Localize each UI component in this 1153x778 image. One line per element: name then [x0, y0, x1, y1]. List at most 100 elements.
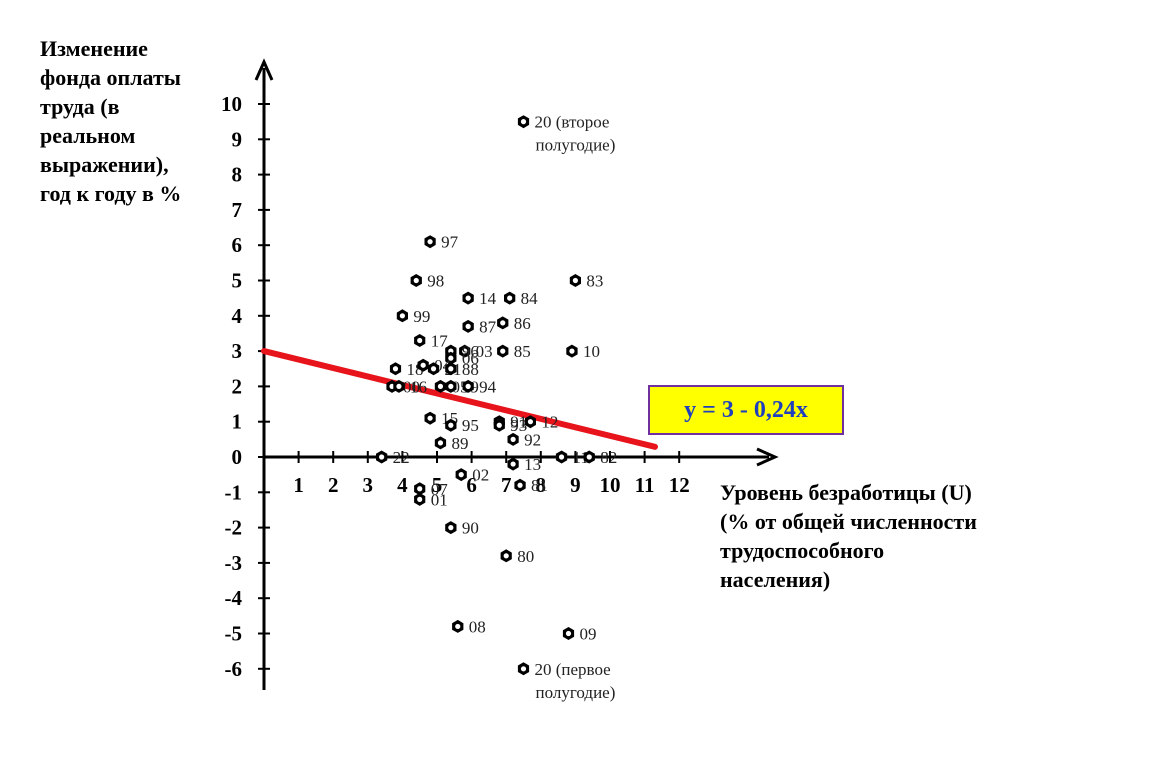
y-axis-title-line: год к году в % [40, 181, 182, 206]
data-point-label: 98 [427, 272, 444, 291]
data-point-label: 13 [524, 455, 541, 474]
data-point-label: 91 [510, 413, 527, 432]
data-point-hole [462, 348, 468, 354]
y-tick-label: 7 [232, 198, 243, 222]
data-point-hole [448, 348, 454, 354]
data-point-label: 92 [524, 430, 541, 449]
y-tick-label: -3 [225, 551, 243, 575]
y-axis-arrow [254, 58, 274, 81]
data-point-hole [527, 419, 534, 425]
x-axis-title: Уровень безработицы (U) (% от общей числ… [720, 478, 1060, 594]
data-point-hole [427, 415, 433, 421]
data-point-label: 01 [431, 490, 448, 509]
y-axis-title-line: труда (в [40, 94, 120, 119]
data-point-hole [507, 295, 513, 301]
data-point-hole [572, 277, 579, 284]
y-tick-label: 0 [232, 445, 243, 469]
data-point-label: 20 (первое [535, 660, 611, 679]
data-point-hole [420, 362, 426, 368]
data-point-label-cont: полугодие) [536, 136, 616, 155]
data-point-label: 90 [462, 519, 479, 538]
y-tick-label: 1 [232, 410, 243, 434]
x-axis-arrow [756, 447, 779, 467]
data-point-label: 85 [514, 342, 531, 361]
y-tick-label: 10 [221, 92, 242, 116]
data-point-hole [427, 239, 433, 245]
y-tick-label: 4 [232, 304, 243, 328]
data-point-hole [569, 348, 575, 354]
data-point-label: 96 [462, 342, 479, 361]
y-tick-label: 3 [232, 339, 243, 363]
data-point-label: 07 [431, 480, 449, 499]
data-point-label: 84 [521, 289, 539, 308]
data-point-label: 95 [462, 416, 479, 435]
data-point-hole [430, 366, 437, 372]
x-tick-label: 3 [363, 473, 374, 497]
data-point-hole [500, 320, 506, 326]
x-tick-label: 6 [466, 473, 477, 497]
x-tick-label: 8 [536, 473, 547, 497]
data-point-label: 06 [462, 349, 479, 368]
x-tick-label: 11 [635, 473, 655, 497]
data-point-label: 14 [479, 289, 497, 308]
data-point-label: 22 [393, 448, 410, 467]
y-tick-label: 5 [232, 269, 243, 293]
x-tick-label: 1 [293, 473, 304, 497]
data-point-hole [448, 525, 454, 531]
data-point-hole [558, 454, 565, 460]
x-axis-title-line: Уровень безработицы (U) [720, 480, 972, 505]
data-point-hole [565, 630, 572, 637]
x-tick-label: 7 [501, 473, 512, 497]
data-point-hole [437, 383, 444, 389]
x-tick-label: 4 [397, 473, 408, 497]
y-axis-title: Изменение фонда оплаты труда (в реальном… [40, 34, 240, 208]
x-tick-label: 12 [669, 473, 690, 497]
x-tick-label: 5 [432, 473, 443, 497]
data-point-hole [448, 422, 454, 428]
data-point-hole [465, 295, 471, 301]
data-point-label: 93 [510, 416, 527, 435]
y-tick-label: -1 [225, 480, 243, 504]
data-point-label: 09 [579, 625, 596, 644]
data-point-label: 16 [410, 377, 427, 396]
y-tick-label: 9 [232, 127, 243, 151]
data-point-hole [379, 454, 385, 460]
data-point-hole [503, 553, 509, 559]
y-tick-label: 8 [232, 163, 243, 187]
data-point-label: 03 [476, 342, 493, 361]
data-point-label: 10 [583, 342, 600, 361]
data-point-label: 02 [472, 466, 489, 485]
y-tick-label: 6 [232, 233, 243, 257]
data-point-hole [465, 323, 471, 329]
data-point-label-cont: полугодие) [536, 683, 616, 702]
data-point-hole [392, 366, 399, 372]
data-point-label: 86 [514, 314, 531, 333]
data-point-hole [437, 440, 444, 446]
data-point-hole [500, 348, 506, 354]
y-axis-title-line: фонда оплаты [40, 65, 181, 90]
data-point-label: 87 [479, 317, 497, 336]
data-point-label: 97 [441, 233, 459, 252]
x-axis-title-line: населения) [720, 567, 831, 592]
trendline [261, 348, 658, 450]
data-point-hole [510, 436, 516, 442]
data-point-label: 88 [462, 360, 479, 379]
y-tick-label: 2 [232, 374, 243, 398]
data-point-hole [586, 454, 592, 460]
data-point-hole [455, 623, 461, 630]
data-point-hole [396, 383, 402, 389]
y-axis-title-line: реальном [40, 123, 136, 148]
data-point-hole [399, 313, 405, 319]
data-point-hole [417, 337, 423, 344]
x-axis-title-line: трудоспособного [720, 538, 885, 563]
data-point-label: 20 (второе [535, 113, 610, 132]
x-tick-label: 9 [570, 473, 581, 497]
data-point-hole [517, 482, 523, 488]
data-point-label: 81 [531, 476, 548, 495]
data-point-hole [448, 383, 454, 389]
data-point-hole [417, 486, 423, 492]
data-point-label: 00 [403, 377, 420, 396]
data-point-label: 83 [586, 272, 603, 291]
